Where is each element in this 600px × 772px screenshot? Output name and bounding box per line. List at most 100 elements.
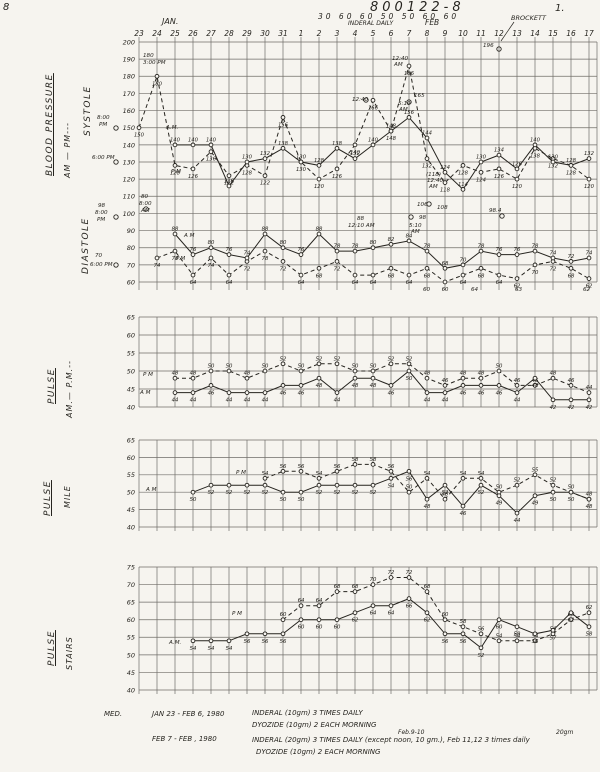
svg-text:56: 56 [262, 639, 269, 645]
date-axis: 23 24 25 26 27 28 29 30 31 1 2 3 4 5 6 7 8 9 10 11 12 13 14 15 1… [134, 29, 594, 38]
svg-text:6:00 PM: 6:00 PM [90, 262, 113, 268]
svg-text:138: 138 [332, 141, 343, 147]
svg-text:25: 25 [170, 29, 180, 38]
axis-label-stairs: STAIRS [65, 636, 74, 670]
drug-note: INDERAL DAILY [348, 20, 394, 27]
svg-text:52: 52 [226, 490, 233, 496]
svg-text:58: 58 [460, 619, 467, 625]
svg-text:54: 54 [226, 646, 233, 652]
svg-text:48: 48 [172, 371, 179, 377]
svg-text:46: 46 [442, 378, 449, 384]
svg-text:52: 52 [334, 356, 341, 362]
svg-text:56: 56 [460, 639, 467, 645]
svg-text:70: 70 [370, 577, 377, 583]
svg-text:44: 44 [226, 398, 233, 404]
svg-text:70: 70 [532, 270, 539, 276]
svg-text:64: 64 [298, 598, 305, 604]
svg-text:72: 72 [550, 266, 557, 272]
svg-text:52: 52 [262, 490, 269, 496]
svg-text:60: 60 [127, 454, 135, 462]
svg-text:50: 50 [280, 497, 287, 503]
chart-1: 2001901801701601501401301201101009080706… [90, 21, 598, 293]
svg-text:58: 58 [586, 632, 593, 638]
med-note-superscript-2: 20gm [556, 729, 574, 736]
svg-text:10: 10 [458, 29, 468, 38]
svg-text:64: 64 [190, 280, 197, 286]
svg-text:PM: PM [97, 217, 105, 223]
svg-text:156: 156 [278, 122, 289, 128]
svg-text:126: 126 [494, 174, 505, 180]
svg-text:46: 46 [460, 511, 467, 517]
svg-text:60: 60 [423, 287, 431, 293]
svg-text:50: 50 [127, 489, 135, 497]
svg-text:60: 60 [568, 612, 575, 618]
axis-label-pulse-1: PULSE [47, 368, 57, 404]
svg-text:45: 45 [127, 506, 135, 514]
svg-text:48: 48 [424, 371, 431, 377]
svg-text:132: 132 [260, 151, 271, 157]
svg-text:55: 55 [532, 467, 539, 473]
svg-text:44: 44 [442, 398, 449, 404]
svg-text:6: 6 [389, 29, 394, 38]
svg-text:68: 68 [316, 273, 323, 279]
svg-text:40: 40 [127, 523, 135, 531]
svg-text:44: 44 [514, 398, 521, 404]
svg-text:76: 76 [496, 247, 503, 253]
svg-text:62: 62 [586, 284, 593, 290]
svg-text:54: 54 [496, 633, 503, 639]
series-pulse-am [175, 370, 589, 401]
svg-text:128: 128 [458, 170, 469, 176]
svg-text:56: 56 [298, 464, 305, 470]
svg-text:74: 74 [550, 251, 557, 257]
svg-text:48: 48 [478, 371, 485, 377]
svg-text:72: 72 [334, 266, 341, 272]
svg-text:50: 50 [127, 367, 135, 375]
axis-label-blood-pressure: BLOOD PRESSURE [45, 73, 55, 176]
svg-text:49: 49 [532, 501, 539, 507]
svg-text:66: 66 [406, 604, 413, 610]
svg-text:88: 88 [357, 216, 365, 222]
svg-text:130: 130 [123, 158, 135, 166]
svg-text:128: 128 [242, 170, 253, 176]
svg-text:42: 42 [586, 405, 593, 411]
patient-id: 800122-8 [370, 0, 465, 15]
svg-text:13: 13 [512, 29, 522, 38]
svg-text:48: 48 [352, 383, 359, 389]
series-stairs-pm [282, 577, 590, 642]
svg-text:65: 65 [127, 599, 135, 607]
svg-text:138: 138 [278, 141, 289, 147]
svg-text:A.M.: A.M. [165, 125, 179, 131]
svg-text:52: 52 [478, 490, 485, 496]
svg-text:130: 130 [476, 155, 487, 161]
svg-text:5:10: 5:10 [409, 223, 422, 229]
svg-text:48: 48 [370, 383, 377, 389]
svg-text:48: 48 [532, 383, 539, 389]
svg-text:64: 64 [496, 280, 503, 286]
svg-text:180: 180 [143, 53, 154, 59]
svg-text:68: 68 [388, 273, 395, 279]
svg-text:140: 140 [170, 137, 181, 143]
svg-text:48: 48 [442, 492, 449, 498]
svg-text:58: 58 [514, 632, 521, 638]
svg-text:128: 128 [566, 170, 577, 176]
svg-text:31: 31 [278, 29, 288, 38]
svg-text:56: 56 [478, 626, 485, 632]
svg-text:60: 60 [127, 616, 135, 624]
svg-text:64: 64 [316, 598, 323, 604]
svg-text:46: 46 [478, 390, 485, 396]
svg-text:76: 76 [298, 247, 305, 253]
svg-text:50: 50 [298, 364, 305, 370]
svg-text:78: 78 [424, 244, 431, 250]
svg-text:126: 126 [188, 174, 199, 180]
svg-text:52: 52 [550, 478, 557, 484]
svg-text:P M: P M [171, 169, 181, 175]
svg-text:170: 170 [123, 90, 135, 98]
svg-text:50: 50 [208, 364, 215, 370]
svg-text:165: 165 [414, 93, 425, 99]
svg-text:50: 50 [568, 485, 575, 491]
svg-text:150: 150 [134, 133, 145, 139]
svg-text:46: 46 [388, 390, 395, 396]
svg-text:46: 46 [496, 390, 503, 396]
svg-text:140: 140 [123, 141, 135, 149]
